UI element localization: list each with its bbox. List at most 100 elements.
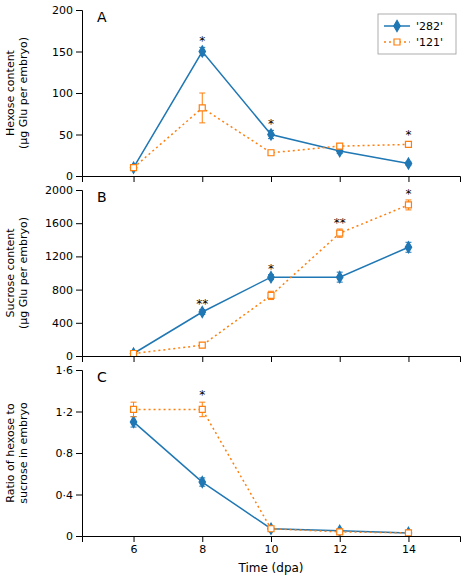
y-tick: 0·4 [56, 489, 83, 502]
point [405, 242, 411, 253]
y-tick-label: 0 [66, 170, 73, 183]
x-tick-mark [202, 176, 203, 182]
y-axis: 0 0·4 0·8 1·2 1·6 [56, 364, 83, 543]
y-tick-label: 1·2 [56, 406, 74, 419]
x-tick: 12 [333, 536, 347, 556]
x-tick [134, 356, 135, 362]
x-tick-mark [340, 536, 341, 542]
x-axis-line [83, 177, 461, 183]
error-bar [199, 343, 205, 348]
y-tick-mark [76, 223, 82, 224]
y-tick-mark [76, 10, 82, 11]
plot-area [130, 200, 411, 356]
point [337, 529, 343, 535]
y-axis-title: Ratio of hexose tosucrose in embryo [4, 402, 30, 504]
y-tick: 150 [52, 46, 82, 59]
y-tick: 1·6 [56, 364, 83, 377]
y-tick: 0 [66, 530, 82, 543]
x-tick [271, 176, 272, 182]
series [130, 416, 411, 536]
error-bar-cap [199, 93, 205, 94]
y-tick: 0 [66, 350, 82, 363]
y-tick: 0·8 [56, 447, 83, 460]
x-axis-title: Time (dpa) [237, 561, 303, 575]
x-tick [134, 176, 135, 182]
y-tick-mark [76, 536, 82, 537]
point [337, 230, 343, 236]
error-bar-cap [337, 237, 343, 238]
annotation: * [199, 34, 205, 48]
legend-item: '121' [384, 36, 443, 49]
y-tick-label: 100 [52, 87, 73, 100]
y-axis-title-line: sucrose in embryo [17, 402, 30, 504]
y-tick-mark [76, 453, 82, 454]
error-bar-cap [131, 402, 137, 403]
legend-marker [394, 20, 400, 31]
x-tick-label: 14 [402, 543, 416, 556]
point [405, 158, 411, 169]
annotation: ** [334, 216, 346, 230]
x-axis-line [83, 537, 461, 543]
x-tick [340, 356, 341, 362]
y-tick-label: 400 [52, 317, 73, 330]
y-tick-mark [76, 176, 82, 177]
x-tick-mark [134, 176, 135, 182]
panel-label: B [97, 189, 107, 205]
x-axis [83, 356, 461, 362]
error-bar-cap [131, 416, 137, 417]
point [405, 530, 411, 536]
point [130, 416, 136, 427]
y-tick-label: 2000 [45, 184, 73, 197]
series [131, 402, 412, 536]
x-tick-mark [340, 176, 341, 182]
y-tick: 100 [52, 87, 82, 100]
x-tick-mark [202, 356, 203, 362]
y-tick-mark [76, 135, 82, 136]
error-bar-cap [199, 416, 205, 417]
y-tick-label: 0 [66, 350, 73, 363]
error-bar [405, 142, 411, 147]
panel: 6810121400·40·81·21·6Ratio of hexose tos… [4, 364, 461, 575]
x-tick: 10 [265, 536, 279, 556]
x-tick: 14 [402, 536, 416, 556]
y-axis-title-line: Sucrose content [4, 228, 17, 318]
annotation: * [405, 128, 411, 142]
error-bar [337, 229, 343, 237]
y-tick: 1200 [45, 250, 82, 263]
y-tick-mark [76, 412, 82, 413]
x-tick-mark [134, 356, 135, 362]
point [405, 527, 411, 536]
y-tick-label: 200 [52, 4, 73, 17]
y-tick: 2000 [45, 184, 82, 197]
point [337, 143, 343, 149]
y-tick-label: 1·6 [56, 364, 74, 377]
x-tick-mark [202, 536, 203, 542]
y-tick-label: 0·4 [56, 489, 74, 502]
y-axis-line [76, 11, 83, 177]
error-bar-cap [268, 291, 274, 292]
series-line [134, 247, 409, 353]
x-tick-label: 8 [199, 543, 206, 556]
y-tick-mark [76, 323, 82, 324]
annotation: * [268, 117, 274, 131]
series [131, 200, 412, 356]
y-axis: 0 400 800 1200 1600 2000 [45, 184, 83, 363]
point [131, 165, 137, 171]
series-line [134, 52, 409, 168]
panel: 050100150200Hexose content(µg Glu per em… [4, 4, 461, 183]
point [405, 202, 411, 208]
x-tick-mark [271, 356, 272, 362]
legend-label: '282' [416, 20, 443, 33]
y-tick-mark [76, 290, 82, 291]
point [130, 162, 136, 173]
y-tick: 400 [52, 317, 82, 330]
y-tick: 800 [52, 284, 82, 297]
point [337, 272, 343, 283]
plot-area [130, 46, 411, 173]
y-tick: 200 [52, 4, 82, 17]
y-tick-label: 0·8 [56, 447, 74, 460]
plot-area [130, 402, 411, 536]
y-axis-title-line: Hexose content [4, 49, 17, 136]
panel-label: A [97, 9, 107, 25]
y-tick: 1600 [45, 217, 82, 230]
